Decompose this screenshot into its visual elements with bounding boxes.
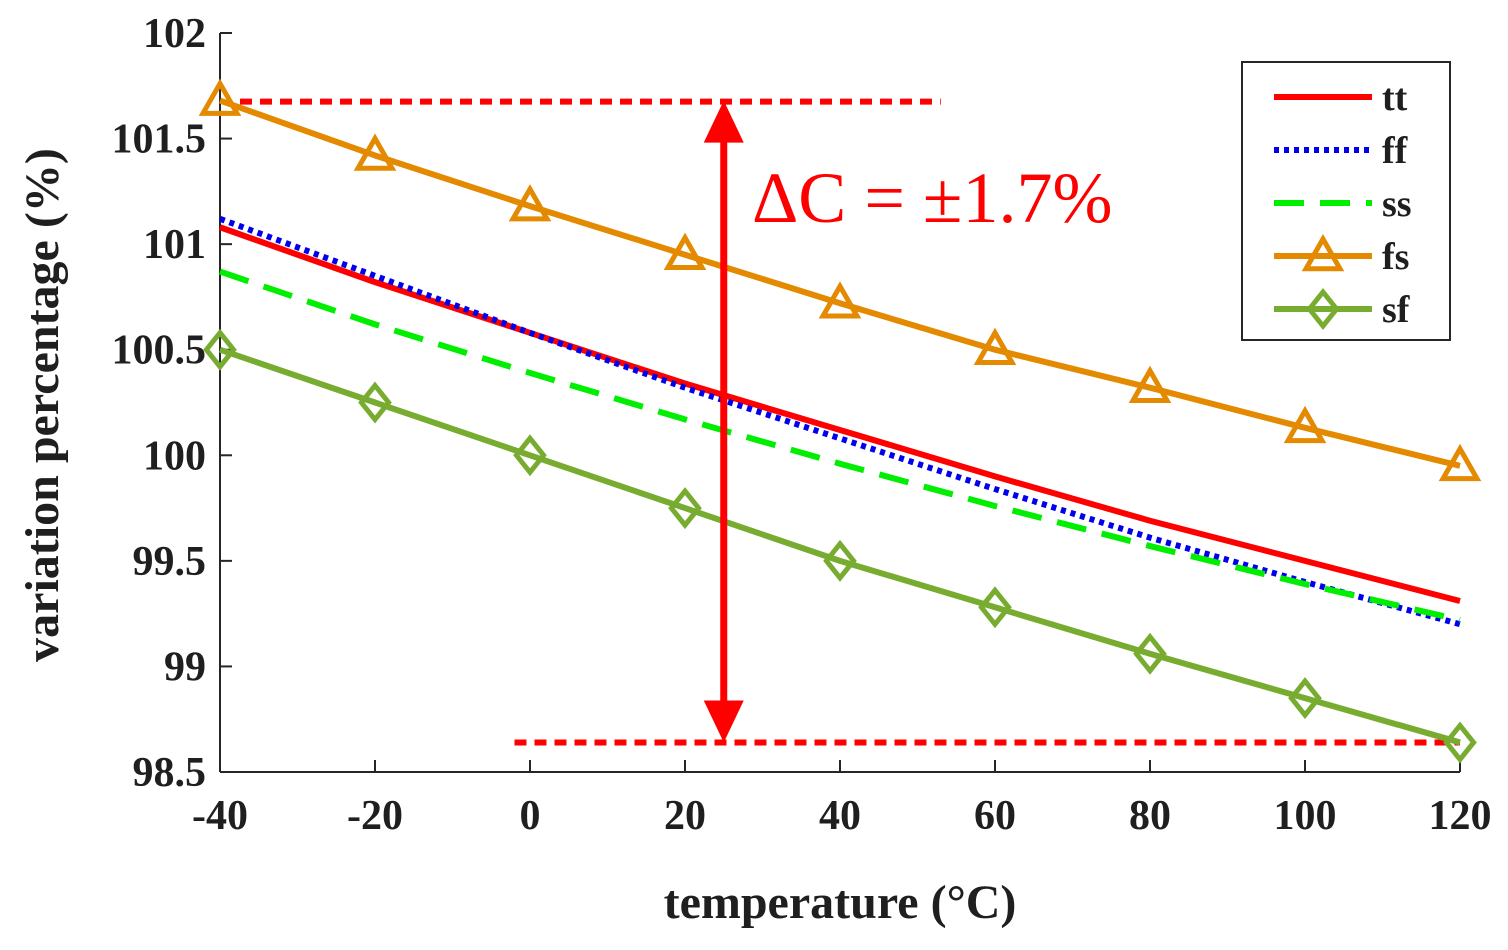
data-point-sf	[978, 586, 1012, 629]
series-line-fs	[218, 97, 1461, 469]
data-point-fs	[198, 78, 242, 116]
legend-item-fs: fs	[1274, 233, 1409, 278]
data-point-sf	[1443, 721, 1477, 764]
series-layer	[198, 78, 1482, 764]
x-tick-label: 100	[1274, 793, 1337, 839]
series-sf	[203, 328, 1477, 764]
data-point-sf	[823, 539, 857, 582]
data-point-sf	[203, 328, 237, 371]
legend-marker-sf	[1306, 287, 1340, 331]
y-tick-label: 99.5	[133, 539, 207, 585]
series-tt	[218, 224, 1461, 604]
legend-label-ss: ss	[1382, 183, 1412, 225]
arrow-head-down	[703, 700, 744, 743]
y-tick-label: 101	[143, 222, 206, 268]
data-point-fs	[818, 281, 862, 319]
data-point-sf	[513, 434, 547, 477]
legend-label-ff: ff	[1382, 130, 1409, 172]
legend-item-tt: tt	[1274, 77, 1408, 119]
x-tick-label: 80	[1129, 793, 1171, 839]
data-point-fs	[508, 184, 552, 222]
data-point-sf	[358, 381, 392, 424]
x-tick-label: 60	[974, 793, 1016, 839]
legend-label-sf: sf	[1382, 289, 1411, 331]
y-tick-label: 99	[164, 644, 206, 690]
x-tick-label: 120	[1429, 793, 1492, 839]
series-line-tt	[218, 224, 1461, 604]
x-tick-label: 20	[664, 793, 706, 839]
series-line-ff	[218, 215, 1461, 628]
y-tick-label: 102	[143, 11, 206, 57]
y-axis-title: variation percentage (%)	[16, 148, 69, 662]
data-point-fs	[1128, 365, 1172, 403]
data-point-sf	[668, 487, 702, 530]
series-ss	[219, 268, 1461, 623]
data-point-fs	[1438, 443, 1482, 482]
x-tick-label: -40	[192, 793, 248, 839]
x-tick-label: -20	[347, 793, 403, 839]
legend-label-fs: fs	[1382, 236, 1409, 278]
arrow-head-up	[703, 100, 744, 143]
x-tick-label: 0	[520, 793, 541, 839]
legend: tt ff ss fs sf	[1241, 61, 1451, 341]
legend-item-sf: sf	[1274, 287, 1411, 331]
y-tick-label: 98.5	[133, 750, 207, 796]
x-axis-title: temperature (°C)	[664, 876, 1017, 929]
data-point-fs	[353, 133, 397, 171]
axes: 98.5 99 99.5 100 100.5 101 101.5 102 -40 -20 0 20 40…	[112, 11, 1492, 839]
series-fs	[198, 78, 1482, 482]
data-point-fs	[1283, 405, 1327, 444]
legend-item-ff: ff	[1274, 130, 1409, 172]
legend-item-ss: ss	[1274, 183, 1412, 225]
series-line-ss	[219, 268, 1461, 623]
data-point-sf	[1133, 632, 1167, 675]
x-tick-label: 40	[819, 793, 861, 839]
legend-label-tt: tt	[1382, 77, 1408, 119]
series-line-sf	[219, 346, 1461, 746]
legend-marker-fs	[1301, 233, 1345, 272]
y-tick-label: 100.5	[112, 328, 207, 374]
annotation: ΔC = ±1.7%	[703, 100, 1112, 743]
data-point-sf	[1288, 677, 1322, 720]
data-point-fs	[973, 327, 1017, 365]
data-point-fs	[663, 232, 707, 270]
y-tick-label: 101.5	[112, 117, 207, 163]
series-ff	[218, 215, 1461, 628]
annotation-text: ΔC = ±1.7%	[752, 158, 1112, 238]
y-tick-label: 100	[143, 433, 206, 479]
reference-lines	[240, 98, 1460, 746]
